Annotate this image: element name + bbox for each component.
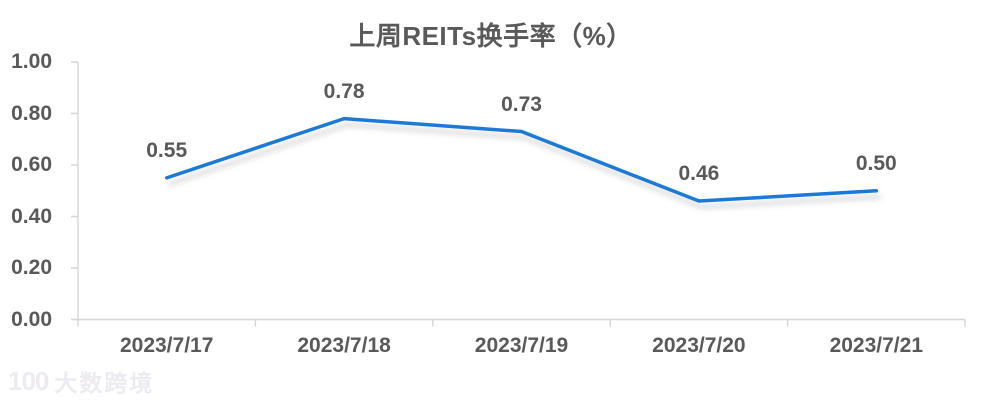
y-axis-tick-label: 0.60 [11,153,52,176]
brand-name: 大数跨境 [54,370,155,396]
axis-ticks [71,61,966,327]
y-axis-tick-label: 0.80 [11,101,52,125]
chart-title: 上周REITs换手率（%） [349,21,633,51]
data-point-label: 0.46 [678,162,720,186]
watermark: 100 大数跨境 [8,364,154,398]
x-axis-tick-label: 2023/7/17 [119,334,214,357]
data-point-label: 0.50 [855,151,897,175]
y-axis-tick-label: 0.20 [11,256,52,279]
data-point-label: 0.78 [323,79,365,103]
y-axis-tick-label: 1.00 [11,50,52,73]
y-axis-tick-label: 0.40 [11,204,52,228]
data-point-label: 0.73 [501,92,542,116]
turnover-line [164,116,879,203]
brand-logo: 100 [8,365,49,396]
data-point-label: 0.55 [146,138,188,162]
x-axis-tick-label: 2023/7/18 [297,334,391,357]
x-axis-tick-label: 2023/7/19 [474,334,569,357]
y-axis-tick-label: 0.00 [11,307,52,331]
x-axis-tick-label: 2023/7/20 [652,334,746,357]
x-axis-tick-label: 2023/7/21 [829,334,924,357]
